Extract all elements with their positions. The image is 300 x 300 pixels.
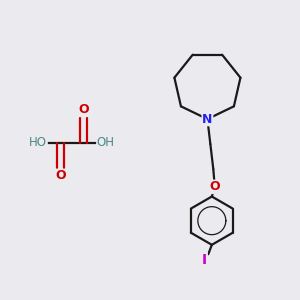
- Text: HO: HO: [29, 136, 47, 149]
- Text: I: I: [202, 253, 207, 266]
- Text: O: O: [209, 180, 220, 193]
- Text: O: O: [78, 103, 89, 116]
- Text: O: O: [55, 169, 65, 182]
- Text: OH: OH: [97, 136, 115, 149]
- Text: N: N: [202, 112, 213, 126]
